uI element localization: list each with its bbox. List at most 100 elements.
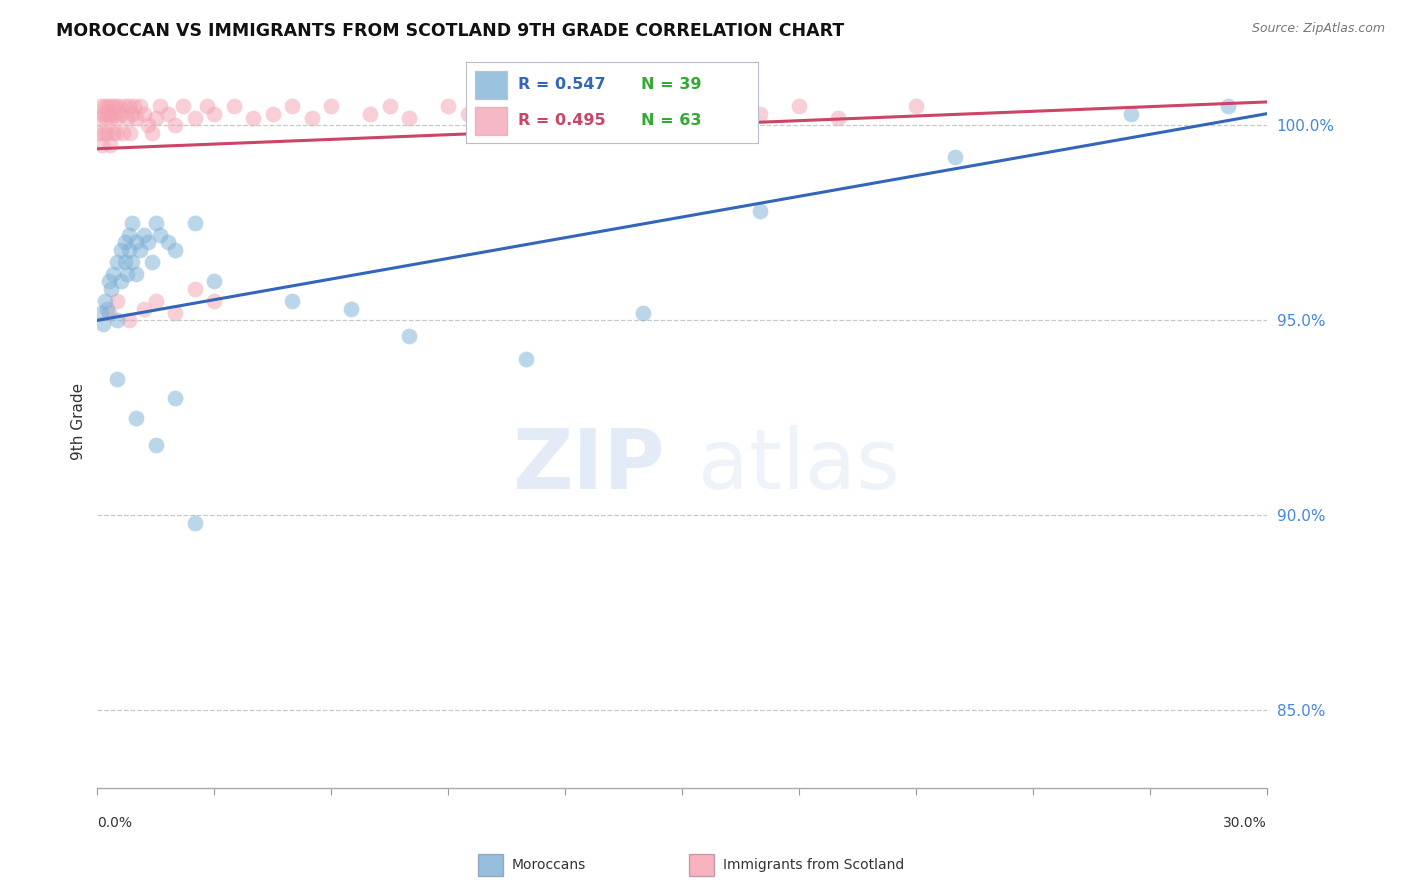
Point <box>114 235 136 250</box>
Point <box>477 99 499 113</box>
Point <box>827 111 849 125</box>
Point <box>184 111 207 125</box>
Point <box>91 318 114 332</box>
Point <box>145 216 167 230</box>
Point <box>141 255 163 269</box>
Point <box>554 99 576 113</box>
Point <box>121 106 143 120</box>
Point <box>165 392 187 406</box>
Point <box>359 106 381 120</box>
Point <box>103 106 125 120</box>
Point <box>710 99 733 113</box>
Point <box>117 99 139 113</box>
Point <box>107 99 129 113</box>
Point <box>165 305 187 319</box>
Point <box>90 99 112 113</box>
Point <box>105 126 128 140</box>
Point <box>149 99 172 113</box>
Point <box>100 282 122 296</box>
Text: ZIP: ZIP <box>512 425 665 507</box>
Y-axis label: 9th Grade: 9th Grade <box>72 384 86 460</box>
Point <box>184 516 207 530</box>
Point <box>129 243 152 257</box>
Point <box>101 126 124 140</box>
Text: atlas: atlas <box>699 425 900 507</box>
Point <box>104 99 127 113</box>
Point <box>96 301 118 316</box>
Point <box>117 313 139 327</box>
Point <box>156 106 179 120</box>
Text: 0.0%: 0.0% <box>97 815 132 830</box>
Point <box>281 99 304 113</box>
Point <box>172 99 194 113</box>
Point <box>943 149 966 163</box>
Point <box>105 293 128 308</box>
Point <box>165 119 187 133</box>
Point <box>787 99 810 113</box>
Point <box>631 305 654 319</box>
Point <box>98 274 121 288</box>
Point <box>114 255 136 269</box>
Point <box>129 99 152 113</box>
Point <box>184 282 207 296</box>
Point <box>96 126 118 140</box>
Point <box>631 99 654 113</box>
Point <box>98 106 121 120</box>
Point <box>145 293 167 308</box>
Point <box>105 372 128 386</box>
Point <box>378 99 401 113</box>
Point <box>134 106 156 120</box>
Text: Immigrants from Scotland: Immigrants from Scotland <box>723 858 904 872</box>
Point <box>90 305 112 319</box>
Point <box>145 438 167 452</box>
Point <box>110 243 132 257</box>
Point <box>101 99 124 113</box>
Point <box>136 235 159 250</box>
Point <box>94 99 117 113</box>
Point <box>184 216 207 230</box>
Point <box>125 410 148 425</box>
Point <box>117 227 139 242</box>
Point <box>97 99 120 113</box>
Point <box>121 255 143 269</box>
Point <box>242 111 264 125</box>
Point <box>141 126 163 140</box>
Text: Moroccans: Moroccans <box>512 858 586 872</box>
Point <box>124 99 146 113</box>
Point <box>321 99 343 113</box>
Point <box>515 352 537 367</box>
Point <box>105 313 128 327</box>
Point <box>339 301 361 316</box>
Point <box>125 111 148 125</box>
Point <box>202 293 225 308</box>
Point <box>98 137 121 152</box>
Point <box>136 119 159 133</box>
Point <box>94 293 117 308</box>
Point <box>120 126 142 140</box>
Point <box>111 126 134 140</box>
Point <box>125 267 148 281</box>
Point <box>1216 99 1239 113</box>
Point <box>115 111 138 125</box>
Point <box>114 99 136 113</box>
Point <box>262 106 284 120</box>
Point <box>134 227 156 242</box>
Point <box>301 111 323 125</box>
Point <box>110 274 132 288</box>
Point <box>457 106 479 120</box>
Point <box>165 243 187 257</box>
Point <box>222 99 245 113</box>
Point <box>149 227 172 242</box>
Point <box>398 329 420 343</box>
Point <box>91 106 114 120</box>
Point <box>1119 106 1142 120</box>
Point <box>89 126 111 140</box>
Point <box>905 99 928 113</box>
Point <box>195 99 218 113</box>
Point <box>671 111 693 125</box>
Point <box>125 235 148 250</box>
Point <box>117 243 139 257</box>
Point <box>91 137 114 152</box>
Point <box>101 267 124 281</box>
Point <box>156 235 179 250</box>
